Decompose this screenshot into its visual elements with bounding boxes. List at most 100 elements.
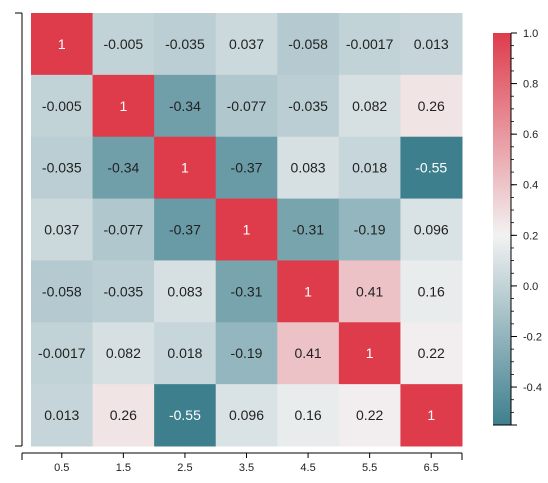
heatmap-cell-r2-c6 (400, 136, 463, 200)
heatmap-cell-r3-c1 (92, 198, 155, 261)
heatmap-cell-r2-c0 (31, 136, 94, 200)
heatmap-cell-r3-c0 (31, 198, 94, 261)
colorbar-tick-label: 0.8 (523, 79, 538, 91)
cell-label-r1-c4: -0.035 (288, 98, 328, 114)
cell-label-r5-c3: -0.19 (231, 345, 263, 361)
cell-label-r2-c5: 0.018 (352, 160, 387, 176)
heatmap-cell-r2-c2 (154, 136, 217, 200)
heatmap-cell-r1-c4 (277, 74, 340, 138)
colorbar-tick-label: 0.0 (523, 281, 538, 293)
cell-label-r1-c1: 1 (119, 98, 127, 114)
heatmap-cell-r1-c0 (31, 74, 94, 138)
heatmap-cell-r3-c3 (215, 198, 278, 261)
cell-label-r6-c4: 0.16 (294, 407, 321, 423)
heatmap-cell-r4-c3 (215, 260, 278, 323)
heatmap-cell-r5-c1 (92, 322, 155, 385)
cell-label-r3-c5: -0.19 (354, 222, 386, 238)
heatmap-cell-r1-c5 (338, 74, 401, 138)
x-tick-label: 5.5 (362, 462, 377, 474)
cell-label-r5-c2: 0.018 (167, 345, 202, 361)
cell-label-r4-c3: -0.31 (231, 283, 263, 299)
heatmap-cell-r0-c1 (92, 13, 155, 76)
cell-label-r6-c2: -0.55 (169, 407, 201, 423)
cell-label-r5-c1: 0.082 (106, 345, 141, 361)
cell-label-r5-c4: 0.41 (294, 345, 321, 361)
heatmap-axes: 0.5 1.5 2.5 3.5 4.5 5.5 6.5 (15, 12, 463, 474)
heatmap-cell-r1-c6 (400, 74, 463, 138)
cell-label-r2-c4: 0.083 (291, 160, 326, 176)
colorbar-tick-label: 0.2 (523, 230, 538, 242)
cell-label-r4-c0: -0.058 (42, 283, 82, 299)
cell-label-r2-c1: -0.34 (107, 160, 139, 176)
cell-label-r5-c6: 0.22 (418, 345, 445, 361)
cell-label-r2-c2: 1 (181, 160, 189, 176)
heatmap-cell-r1-c2 (154, 74, 217, 138)
cell-label-r0-c5: -0.0017 (346, 36, 394, 52)
cell-label-r3-c2: -0.37 (169, 222, 201, 238)
cell-label-r0-c2: -0.035 (165, 36, 205, 52)
colorbar-tick-label: -0.4 (523, 382, 542, 394)
colorbar-gradient (493, 33, 511, 425)
heatmap-cell-r6-c0 (31, 384, 94, 447)
cell-label-r1-c2: -0.34 (169, 98, 201, 114)
cell-label-r1-c3: -0.077 (227, 98, 267, 114)
x-tick-label: 2.5 (177, 462, 192, 474)
cell-label-r4-c4: 1 (304, 283, 312, 299)
cell-label-r5-c0: -0.0017 (38, 345, 86, 361)
heatmap-cell-r2-c5 (338, 136, 401, 200)
cell-label-r0-c4: -0.058 (288, 36, 328, 52)
heatmap-cell-r6-c6 (400, 384, 463, 447)
cell-label-r3-c6: 0.096 (414, 222, 449, 238)
heatmap-cell-r5-c2 (154, 322, 217, 385)
cell-label-r5-c5: 1 (366, 345, 374, 361)
cell-label-r4-c6: 0.16 (418, 283, 445, 299)
x-tick-label: 3.5 (239, 462, 254, 474)
heatmap-cell-r3-c4 (277, 198, 340, 261)
heatmap-cell-r1-c3 (215, 74, 278, 138)
cell-label-r3-c1: -0.077 (104, 222, 144, 238)
cell-label-r6-c0: 0.013 (44, 407, 79, 423)
heatmap-cell-r5-c0 (31, 322, 94, 385)
cell-label-r6-c5: 0.22 (356, 407, 383, 423)
heatmap-cell-r0-c4 (277, 13, 340, 76)
x-tick-label: 4.5 (300, 462, 315, 474)
colorbar-tick-label: -0.2 (523, 331, 542, 343)
cell-label-r2-c0: -0.035 (42, 160, 82, 176)
cell-label-r0-c0: 1 (58, 36, 66, 52)
heatmap-cell-r6-c3 (215, 384, 278, 447)
heatmap-cell-r6-c2 (154, 384, 217, 447)
heatmap-cell-r6-c5 (338, 384, 401, 447)
heatmap-cell-r6-c4 (277, 384, 340, 447)
cell-label-r3-c0: 0.037 (44, 222, 79, 238)
colorbar-tick-label: 0.4 (523, 180, 538, 192)
heatmap-cell-r3-c2 (154, 198, 217, 261)
cell-label-r0-c1: -0.005 (104, 36, 144, 52)
cell-label-r0-c6: 0.013 (414, 36, 449, 52)
heatmap-cell-r3-c5 (338, 198, 401, 261)
heatmap-cell-r0-c3 (215, 13, 278, 76)
heatmap-cell-r4-c5 (338, 260, 401, 323)
cell-label-r4-c2: 0.083 (167, 283, 202, 299)
heatmap-cell-r0-c0 (31, 13, 94, 76)
cell-label-r4-c5: 0.41 (356, 283, 383, 299)
heatmap-cell-r5-c4 (277, 322, 340, 385)
heatmap-cell-r5-c3 (215, 322, 278, 385)
x-tick-label: 6.5 (424, 462, 439, 474)
heatmap-cell-r3-c6 (400, 198, 463, 261)
heatmap-cell-r6-c1 (92, 384, 155, 447)
heatmap-cell-r0-c2 (154, 13, 217, 76)
cell-label-r6-c6: 1 (427, 407, 435, 423)
heatmap-cell-r4-c2 (154, 260, 217, 323)
heatmap-cell-r4-c1 (92, 260, 155, 323)
heatmap-cell-r4-c0 (31, 260, 94, 323)
heatmap-cell-r1-c1 (92, 74, 155, 138)
colorbar-tick-label: 1.0 (523, 28, 538, 40)
cell-label-r0-c3: 0.037 (229, 36, 264, 52)
x-tick-label: 1.5 (116, 462, 131, 474)
heatmap-cell-r2-c1 (92, 136, 155, 200)
cell-label-r1-c6: 0.26 (418, 98, 445, 114)
cell-label-r3-c3: 1 (243, 222, 251, 238)
cell-label-r1-c5: 0.082 (352, 98, 387, 114)
heatmap-cell-r5-c5 (338, 322, 401, 385)
